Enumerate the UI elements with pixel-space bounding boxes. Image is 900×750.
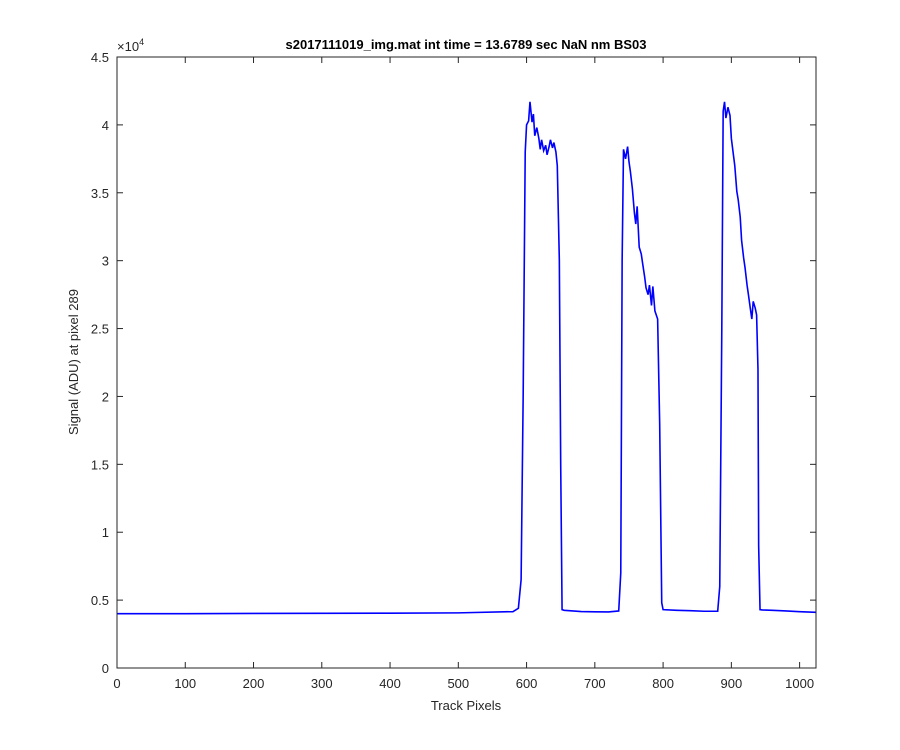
y-exponent-base: ×10 <box>117 39 139 54</box>
x-tick-label: 0 <box>113 676 120 691</box>
y-axis-title: Signal (ADU) at pixel 289 <box>66 289 81 435</box>
y-tick-label: 4.5 <box>91 50 109 65</box>
x-tick-label: 300 <box>311 676 333 691</box>
y-tick-label: 0.5 <box>91 593 109 608</box>
chart-title: s2017111019_img.mat int time = 13.6789 s… <box>286 37 647 52</box>
plot-area <box>117 57 816 668</box>
x-tick-label: 700 <box>584 676 606 691</box>
x-tick-label: 900 <box>721 676 743 691</box>
x-tick-label: 100 <box>174 676 196 691</box>
x-tick-label: 500 <box>447 676 469 691</box>
y-axis-exponent: ×104 <box>117 37 144 54</box>
y-tick-label: 2 <box>102 389 109 404</box>
y-tick-label: 3.5 <box>91 186 109 201</box>
y-axis-ticks: 0 0.5 1 1.5 2 2.5 3 3.5 4 4.5 <box>91 50 816 676</box>
x-axis-ticks: 0 100 200 300 400 500 600 700 800 900 1000 <box>113 57 814 691</box>
x-axis-title: Track Pixels <box>431 698 502 713</box>
y-tick-label: 3 <box>102 254 109 269</box>
y-tick-label: 4 <box>102 118 109 133</box>
x-tick-label: 600 <box>516 676 538 691</box>
y-exponent-power: 4 <box>139 37 144 47</box>
x-tick-label: 200 <box>243 676 265 691</box>
axes-box <box>116 56 817 669</box>
y-tick-label: 0 <box>102 661 109 676</box>
y-tick-label: 2.5 <box>91 322 109 337</box>
x-tick-label: 800 <box>652 676 674 691</box>
x-tick-label: 1000 <box>785 676 814 691</box>
y-tick-label: 1.5 <box>91 457 109 472</box>
x-tick-label: 400 <box>379 676 401 691</box>
y-tick-label: 1 <box>102 525 109 540</box>
signal-series-line <box>117 101 816 615</box>
